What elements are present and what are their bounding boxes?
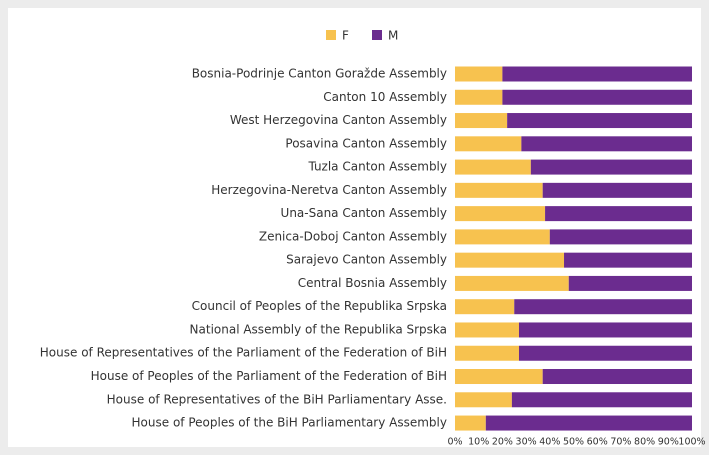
bar-segment [568, 275, 692, 291]
bar-segment [455, 113, 508, 129]
category-label: Posavina Canton Assembly [285, 136, 447, 150]
bar-segment [545, 206, 692, 222]
category-label: Una-Sana Canton Assembly [281, 206, 447, 220]
category-label: Sarajevo Canton Assembly [286, 253, 447, 267]
x-tick-label: 30% [516, 437, 537, 448]
category-label: West Herzegovina Canton Assembly [230, 113, 447, 127]
x-tick-label: 70% [610, 437, 631, 448]
bar-segment [455, 136, 522, 152]
bar-segment [455, 182, 543, 198]
x-tick-label: 40% [539, 437, 560, 448]
x-tick-label: 90% [658, 437, 679, 448]
bar-segment [455, 206, 546, 222]
category-label: Herzegovina-Neretva Canton Assembly [211, 183, 447, 197]
bar-segment [455, 275, 569, 291]
category-label: Bosnia-Podrinje Canton Goražde Assembly [192, 67, 447, 81]
bar-segment [455, 415, 486, 431]
category-label: Central Bosnia Assembly [298, 276, 447, 290]
bar-segment [549, 229, 692, 245]
x-tick-label: 60% [587, 437, 608, 448]
bar-segment [455, 66, 503, 82]
bar-segment [564, 252, 692, 268]
bar-segment [455, 89, 503, 105]
bar-segment [455, 369, 543, 385]
bar-segment [455, 392, 512, 408]
bar-segment [455, 252, 565, 268]
bar-segment [542, 369, 692, 385]
bar-segment [530, 159, 692, 175]
bar-segment [455, 229, 550, 245]
legend-label: F [342, 29, 349, 43]
category-label: Zenica-Doboj Canton Assembly [259, 229, 447, 243]
x-tick-label: 50% [563, 437, 584, 448]
category-label: House of Representatives of the Parliame… [40, 346, 447, 360]
x-tick-label: 80% [634, 437, 655, 448]
category-label: Canton 10 Assembly [323, 90, 447, 104]
bar-segment [455, 345, 519, 361]
bar-segment [518, 345, 692, 361]
bar-segment [542, 182, 692, 198]
category-label: House of Representatives of the BiH Parl… [107, 392, 447, 406]
x-tick-label: 0% [447, 437, 462, 448]
legend-swatch [372, 30, 382, 40]
bar-segment [485, 415, 692, 431]
bar-segment [455, 299, 515, 315]
bar-segment [455, 159, 531, 175]
bar-segment [507, 113, 692, 129]
category-label: House of Peoples of the Parliament of th… [91, 369, 447, 383]
x-tick-label: 100% [678, 437, 705, 448]
bar-segment [521, 136, 692, 152]
legend-swatch [326, 30, 336, 40]
category-label: House of Peoples of the BiH Parliamentar… [132, 416, 447, 430]
bar-segment [511, 392, 692, 408]
category-label: National Assembly of the Republika Srpsk… [190, 322, 447, 336]
legend-label: M [388, 29, 398, 43]
x-tick-label: 20% [492, 437, 513, 448]
bar-segment [455, 322, 519, 338]
bar-segment [502, 89, 692, 105]
category-label: Tuzla Canton Assembly [307, 160, 447, 174]
x-tick-label: 10% [468, 437, 489, 448]
category-label: Council of Peoples of the Republika Srps… [192, 299, 447, 313]
bar-segment [502, 66, 692, 82]
bar-segment [514, 299, 692, 315]
bar-segment [518, 322, 692, 338]
